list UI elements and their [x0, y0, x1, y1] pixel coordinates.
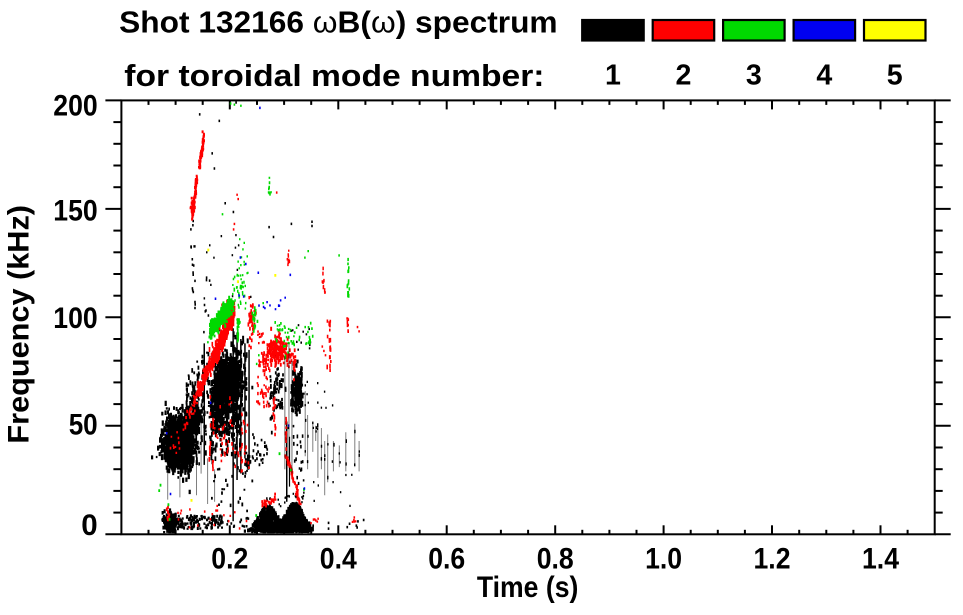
svg-text:0.2: 0.2: [211, 543, 248, 576]
svg-text:Shot 132166 ωB(ω) spectrum: Shot 132166 ωB(ω) spectrum: [119, 6, 557, 39]
svg-text:for toroidal mode number:: for toroidal mode number:: [124, 60, 544, 93]
svg-text:0.4: 0.4: [320, 543, 358, 576]
svg-text:1.4: 1.4: [862, 543, 900, 576]
svg-text:Frequency (kHz): Frequency (kHz): [3, 205, 36, 444]
svg-text:3: 3: [746, 60, 762, 92]
svg-text:4: 4: [816, 60, 832, 92]
svg-text:0.6: 0.6: [428, 543, 465, 576]
svg-text:50: 50: [69, 409, 98, 442]
svg-text:0.8: 0.8: [537, 543, 574, 576]
svg-text:100: 100: [53, 302, 97, 335]
svg-text:5: 5: [887, 60, 903, 92]
svg-text:1: 1: [605, 60, 621, 92]
svg-text:0: 0: [81, 509, 97, 542]
svg-text:Time (s): Time (s): [477, 571, 579, 604]
svg-text:2: 2: [675, 60, 691, 92]
svg-text:1.0: 1.0: [645, 543, 682, 576]
svg-text:200: 200: [53, 90, 97, 123]
svg-text:1.2: 1.2: [754, 543, 791, 576]
svg-text:150: 150: [53, 195, 97, 228]
